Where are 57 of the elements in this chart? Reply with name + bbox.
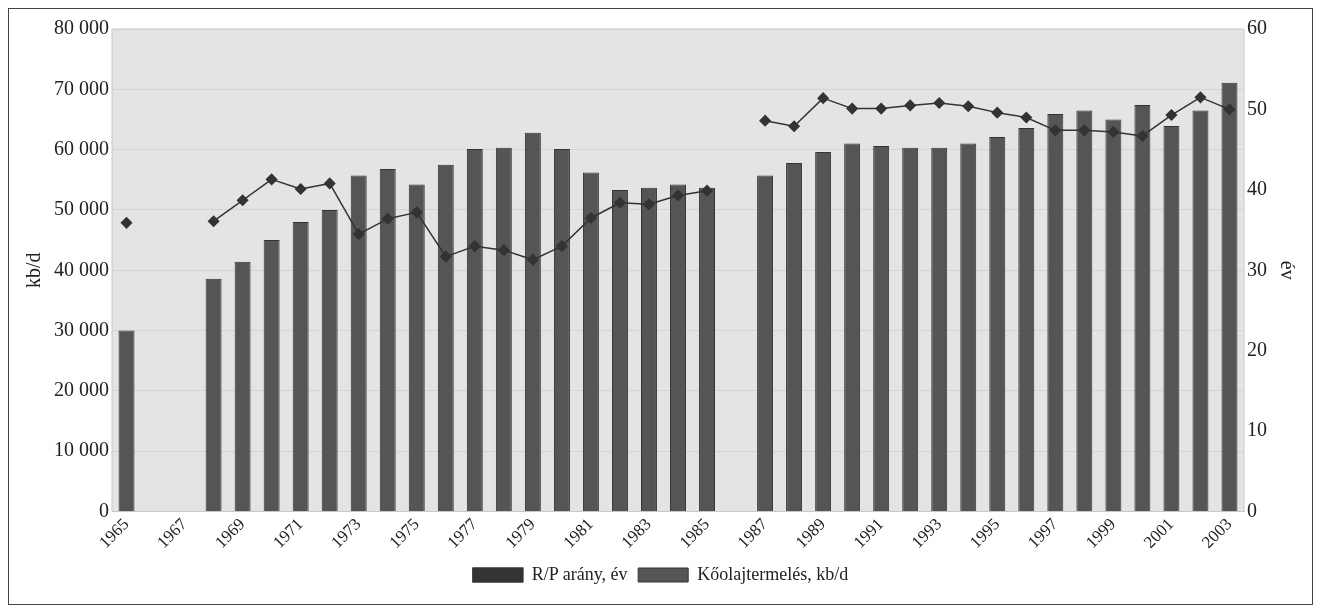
point xyxy=(788,120,800,133)
y2-tick-label: 60 xyxy=(1247,16,1267,39)
point xyxy=(469,240,481,252)
y-tick-label: 80 000 xyxy=(54,16,109,39)
point xyxy=(614,196,626,209)
point xyxy=(585,212,597,224)
point xyxy=(701,184,713,197)
point xyxy=(411,206,423,219)
point xyxy=(352,228,365,240)
y-tick-label: 40 000 xyxy=(54,257,109,280)
y2-tick-label: 30 xyxy=(1247,257,1267,280)
point xyxy=(207,215,220,227)
point xyxy=(323,177,336,190)
legend-label: Kőolajtermelés, kb/d xyxy=(697,563,849,584)
point xyxy=(1194,91,1207,104)
y2-tick-label: 40 xyxy=(1247,177,1267,200)
y2-axis-title: év xyxy=(1276,260,1299,280)
point xyxy=(1223,103,1236,116)
y2-tick-label: 10 xyxy=(1247,418,1267,441)
point xyxy=(1165,109,1178,121)
point xyxy=(236,194,249,207)
point xyxy=(904,99,916,112)
point xyxy=(962,100,975,112)
legend-label: R/P arány, év xyxy=(531,563,628,584)
y-tick-label: 10 000 xyxy=(54,438,109,461)
point xyxy=(933,97,945,109)
y2-tick-label: 20 xyxy=(1247,337,1267,360)
y-tick-label: 20 000 xyxy=(54,378,109,401)
point xyxy=(381,213,394,225)
point xyxy=(672,189,684,202)
point xyxy=(759,114,771,127)
y-tick-label: 60 000 xyxy=(54,136,109,159)
y2-tick-label: 50 xyxy=(1247,96,1267,119)
y-tick-label: 70 000 xyxy=(54,76,109,99)
point xyxy=(643,198,655,211)
point xyxy=(1078,124,1091,137)
point xyxy=(498,244,510,256)
point xyxy=(120,217,133,229)
point xyxy=(265,173,278,186)
point xyxy=(294,183,307,195)
point xyxy=(440,250,452,263)
point xyxy=(1020,111,1033,124)
y-tick-label: 50 000 xyxy=(54,197,109,220)
point xyxy=(1107,126,1120,138)
y2-tick-label: 0 xyxy=(1247,498,1257,521)
point xyxy=(1049,124,1062,137)
point xyxy=(817,92,829,104)
point xyxy=(875,102,887,115)
y-axis-title: kb/d xyxy=(22,252,45,289)
point xyxy=(1136,130,1149,142)
y-tick-label: 30 000 xyxy=(54,317,109,340)
point xyxy=(991,106,1004,119)
point xyxy=(527,254,539,266)
x-tick-label: 1991 xyxy=(849,514,888,552)
y-tick-label: 0 xyxy=(99,498,109,521)
point xyxy=(556,240,568,252)
point xyxy=(846,102,858,115)
